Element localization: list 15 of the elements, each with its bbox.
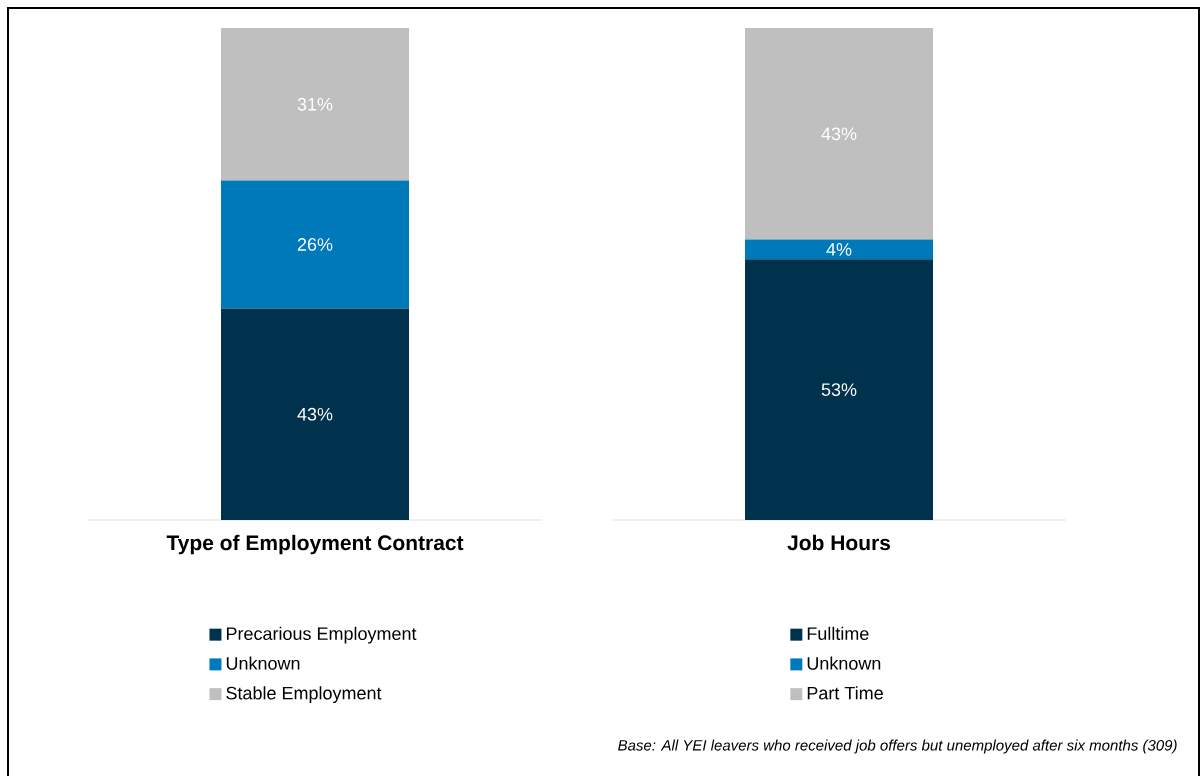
legend-label: Unknown <box>226 656 300 670</box>
x-axis-title: Type of Employment Contract <box>166 534 464 555</box>
data-label: 4% <box>826 243 852 256</box>
legend-label: Unknown <box>807 656 881 670</box>
data-label: 31% <box>297 97 333 111</box>
legend-label: Stable Employment <box>226 686 382 704</box>
legend-label: Precarious Employment <box>226 626 417 644</box>
text: Base: All YEI leavers who received job offers but unemployed after six months (309) <box>618 739 1177 754</box>
data-label: 43% <box>821 127 857 141</box>
data-label: 43% <box>297 407 333 421</box>
x-axis-title: Job Hours <box>787 534 891 551</box>
data-label: 53% <box>821 383 857 396</box>
legend-label: Part Time <box>807 686 883 700</box>
data-label: 26% <box>297 238 333 251</box>
legend-label: Fulltime <box>807 626 869 641</box>
